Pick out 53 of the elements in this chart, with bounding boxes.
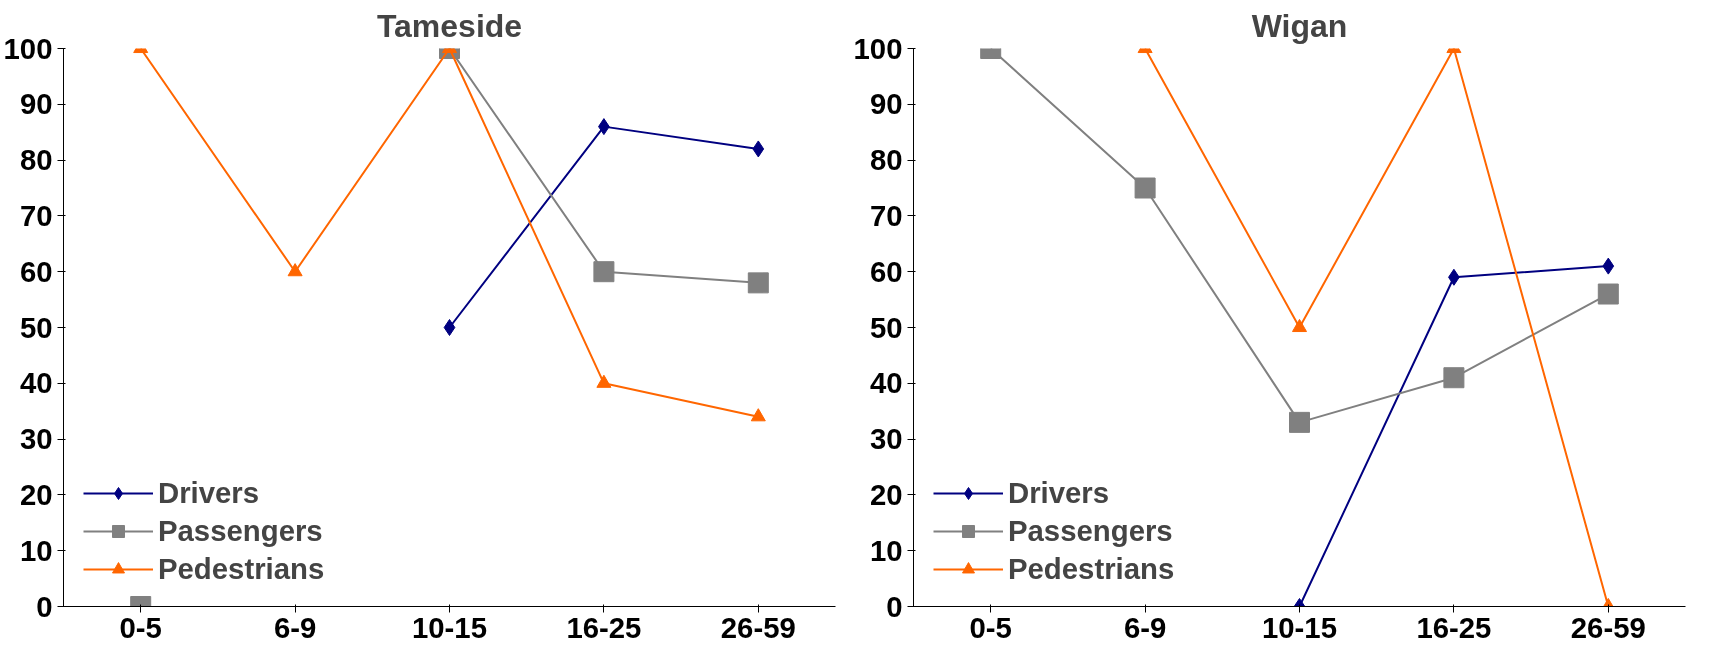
y-tick-label: 70	[19, 198, 53, 232]
x-tick-label: 10-15	[1261, 610, 1338, 644]
point	[750, 408, 766, 422]
x-tick-label: 10-15	[411, 610, 488, 644]
point	[443, 319, 456, 336]
chart-title: Tameside	[376, 7, 523, 44]
point	[1602, 257, 1615, 275]
point	[593, 261, 615, 283]
legend-label: Passengers	[1008, 514, 1173, 548]
y-tick-label: 90	[869, 87, 903, 121]
y-tick-label: 100	[853, 31, 903, 65]
y-tick-label: 0	[36, 589, 53, 623]
x-tick-label: 6-9	[273, 610, 317, 644]
legend-label: Pedestrians	[1008, 552, 1175, 586]
y-tick-label: 90	[19, 87, 53, 121]
y-tick-label: 60	[19, 254, 53, 288]
x-tick-label: 26-59	[1570, 610, 1646, 644]
y-tick-label: 40	[869, 366, 903, 400]
x-tick-label: 16-25	[566, 610, 642, 644]
point	[752, 140, 765, 158]
y-tick-label: 10	[869, 533, 903, 567]
point	[1134, 177, 1156, 199]
x-tick-label: 0-5	[969, 610, 1012, 644]
legend-label: Passengers	[158, 514, 323, 548]
y-tick-label: 40	[19, 366, 53, 400]
x-tick-label: 26-59	[720, 610, 796, 644]
legend-label: Drivers	[1008, 476, 1110, 510]
legend-label: Drivers	[158, 476, 260, 510]
y-tick-label: 30	[869, 422, 903, 456]
y-tick-label: 80	[869, 143, 903, 177]
y-tick-label: 20	[19, 477, 53, 511]
chart-title: Wigan	[1251, 7, 1348, 44]
legend-label: Pedestrians	[158, 552, 325, 586]
x-tick-label: 16-25	[1416, 610, 1492, 644]
y-tick-label: 100	[3, 31, 53, 65]
point	[287, 263, 303, 277]
y-tick-label: 50	[19, 310, 53, 344]
y-tick-label: 30	[19, 422, 53, 456]
point	[1292, 318, 1307, 333]
y-tick-label: 50	[869, 310, 903, 344]
point	[1597, 283, 1619, 305]
y-tick-label: 20	[869, 477, 903, 511]
y-tick-label: 80	[19, 143, 53, 177]
y-tick-label: 10	[19, 533, 53, 567]
y-tick-label: 70	[869, 198, 903, 232]
x-tick-label: 6-9	[1123, 610, 1167, 644]
x-tick-label: 0-5	[119, 610, 162, 644]
point	[596, 374, 612, 388]
y-tick-label: 60	[869, 254, 903, 288]
point	[747, 272, 769, 294]
y-tick-label: 0	[886, 589, 903, 623]
point	[1289, 411, 1310, 433]
point	[1443, 367, 1465, 389]
